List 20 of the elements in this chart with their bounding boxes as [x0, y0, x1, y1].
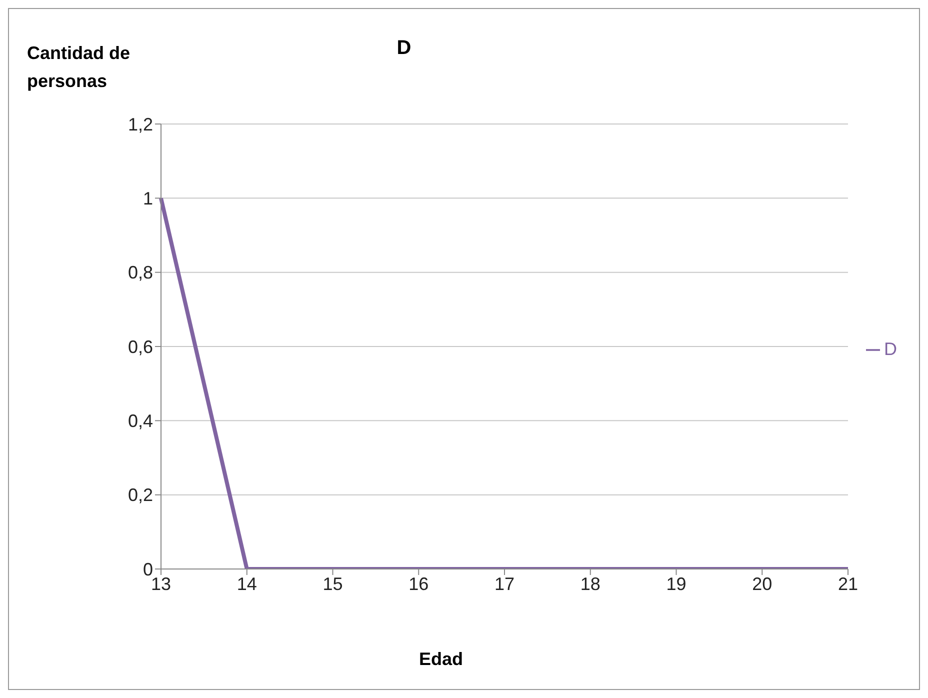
- y-tick-label: 0,4: [128, 411, 153, 432]
- x-tick-label: 15: [322, 574, 343, 594]
- legend-label: D: [884, 338, 897, 358]
- x-tick-label: 18: [580, 574, 600, 594]
- x-tick-label: 16: [408, 574, 429, 594]
- y-axis-title: Cantidad de personas: [27, 42, 132, 93]
- y-tick-label: 0: [142, 559, 153, 580]
- chart-title: D: [396, 37, 412, 59]
- x-tick-label: 20: [752, 574, 772, 594]
- y-tick-label: 0,8: [128, 262, 153, 283]
- y-tick-label: 1,2: [128, 114, 153, 134]
- y-tick-label: 0,2: [128, 485, 153, 506]
- y-tick-label: 1: [142, 188, 153, 209]
- x-tick-label: 17: [494, 574, 515, 594]
- x-tick-label: 19: [666, 574, 686, 594]
- x-tick-label: 21: [838, 574, 858, 594]
- x-tick-label: 13: [150, 574, 172, 594]
- x-axis-title: Edad: [418, 649, 464, 670]
- x-tick-label: 14: [236, 574, 257, 594]
- y-tick-label: 0,6: [128, 336, 153, 357]
